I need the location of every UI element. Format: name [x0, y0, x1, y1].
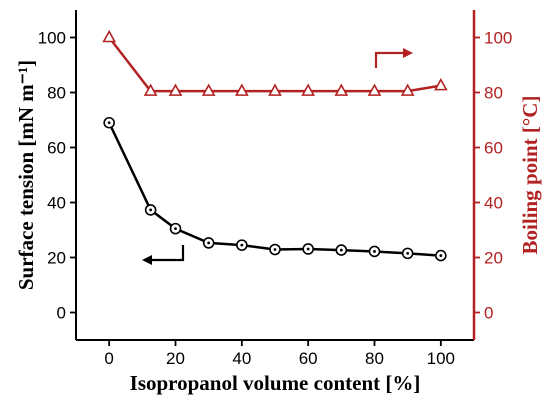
x-tick-label: 40 — [232, 349, 251, 368]
y-right-tick-label: 80 — [484, 84, 503, 103]
x-tick-label: 60 — [299, 349, 318, 368]
y-right-tick-label: 100 — [484, 29, 512, 48]
left-axis-arrow-head — [142, 255, 152, 265]
left-axis-arrow — [150, 245, 185, 262]
axes-frame — [75, 10, 476, 341]
y-right-tick-label: 40 — [484, 194, 503, 213]
series-2-point — [201, 83, 216, 96]
y-left-tick-label: 20 — [47, 249, 66, 268]
series-1-point-center — [339, 248, 343, 252]
x-tick-label: 20 — [166, 349, 185, 368]
series-1-point-center — [373, 250, 376, 253]
y-left-tick-label: 0 — [57, 304, 66, 323]
series-2-point — [268, 83, 282, 96]
y-axis-left-title: Surface tension [mN m⁻¹] — [14, 60, 38, 290]
y-axis-right-title: Boiling point [°C] — [518, 96, 542, 255]
series-1-point-center — [149, 208, 153, 212]
series-2-point — [168, 83, 183, 96]
x-tick-label: 100 — [427, 349, 455, 368]
series-2-point — [433, 77, 448, 91]
series-2-point — [400, 83, 415, 96]
axis-ticks: 0 20 40 60 80 100 0 20 40 60 80 100 0 20 40 60 80 100 — [38, 29, 513, 369]
series-2-point — [234, 83, 249, 96]
series-1-point-center — [107, 121, 111, 125]
y-right-tick-label: 0 — [484, 304, 493, 323]
y-right-tick-label: 60 — [484, 139, 503, 158]
series-1-point-center — [439, 254, 443, 257]
series-2-point — [334, 83, 349, 96]
series-2-point — [102, 29, 117, 43]
series-1-point-center — [273, 248, 277, 251]
series-1-point-center — [306, 247, 310, 251]
y-left-tick-label: 80 — [47, 84, 66, 103]
series-1-point-center — [406, 251, 410, 255]
right-axis-arrow — [374, 51, 404, 68]
series-1-point-center — [207, 241, 211, 245]
series-2-point — [143, 83, 158, 96]
y-left-tick-label: 40 — [47, 194, 66, 213]
series-2-point — [367, 83, 382, 96]
series-2-line — [108, 36, 442, 93]
series-1-point-center — [240, 243, 244, 247]
series-2-point — [301, 83, 316, 96]
x-tick-label: 0 — [104, 349, 113, 368]
y-left-tick-label: 100 — [38, 29, 66, 48]
x-axis-title: Isopropanol volume content [%] — [130, 371, 421, 395]
right-axis-arrow-head — [403, 48, 413, 58]
x-tick-label: 80 — [365, 349, 384, 368]
series-1-point-center — [174, 227, 177, 231]
y-left-tick-label: 60 — [47, 139, 66, 158]
annotation-layer — [142, 48, 413, 265]
series-layer — [102, 29, 448, 262]
series-1-line — [108, 122, 441, 257]
y-right-tick-label: 20 — [484, 249, 503, 268]
